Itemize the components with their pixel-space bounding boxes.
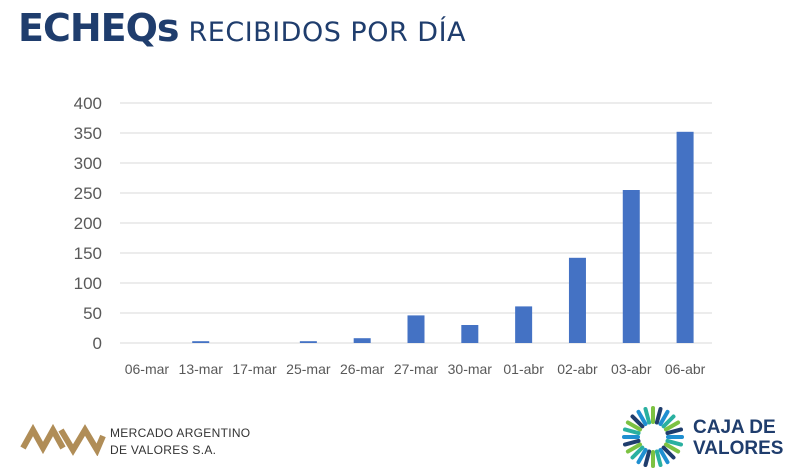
bar bbox=[676, 131, 694, 343]
cv-name-line2: VALORES bbox=[693, 438, 784, 459]
x-tick-label: 17-mar bbox=[232, 361, 277, 377]
bar bbox=[192, 341, 210, 343]
bar bbox=[568, 257, 586, 343]
mav-logo-icon bbox=[20, 423, 106, 456]
title-subtitle: RECIBIDOS POR DÍA bbox=[188, 17, 467, 48]
y-tick-label: 50 bbox=[83, 304, 102, 323]
bar bbox=[407, 315, 425, 343]
bar bbox=[622, 190, 640, 343]
chart-gridlines bbox=[120, 102, 712, 344]
bar bbox=[353, 338, 371, 343]
x-tick-label: 01-abr bbox=[503, 361, 544, 377]
mav-name: MERCADO ARGENTINO DE VALORES S.A. bbox=[110, 425, 250, 459]
chart-y-axis: 0 50 100 150 200 250 300 350 400 bbox=[74, 94, 102, 353]
y-tick-label: 200 bbox=[74, 214, 102, 233]
y-tick-label: 400 bbox=[74, 94, 102, 113]
page-title: ECHEQs RECIBIDOS POR DÍA bbox=[18, 6, 466, 50]
y-tick-label: 100 bbox=[74, 274, 102, 293]
y-tick-label: 300 bbox=[74, 154, 102, 173]
title-main: ECHEQs bbox=[18, 6, 180, 50]
y-tick-label: 250 bbox=[74, 184, 102, 203]
chart-x-axis: 06-mar 13-mar 17-mar 25-mar 26-mar 27-mar 30-m… bbox=[125, 361, 706, 377]
bar-chart: 0 50 100 150 200 250 300 350 400 06-mar 13-mar 17-… bbox=[74, 94, 712, 377]
x-tick-label: 30-mar bbox=[448, 361, 493, 377]
x-tick-label: 25-mar bbox=[286, 361, 331, 377]
chart-bars bbox=[192, 131, 694, 343]
x-tick-label: 06-mar bbox=[125, 361, 170, 377]
x-tick-label: 27-mar bbox=[394, 361, 439, 377]
bar bbox=[515, 306, 533, 343]
mav-name-line2: DE VALORES S.A. bbox=[110, 443, 217, 457]
x-tick-label: 13-mar bbox=[179, 361, 224, 377]
caja-de-valores-name: CAJA DE VALORES bbox=[693, 417, 783, 459]
y-tick-label: 0 bbox=[93, 334, 102, 353]
bar bbox=[461, 325, 479, 343]
mav-name-line1: MERCADO ARGENTINO bbox=[110, 426, 251, 440]
cv-name-line1: CAJA DE bbox=[693, 417, 776, 438]
x-tick-label: 02-abr bbox=[557, 361, 598, 377]
x-tick-label: 03-abr bbox=[611, 361, 652, 377]
x-tick-label: 06-abr bbox=[665, 361, 706, 377]
y-tick-label: 150 bbox=[74, 244, 102, 263]
caja-de-valores-logo-icon bbox=[622, 406, 684, 468]
y-tick-label: 350 bbox=[74, 124, 102, 143]
bar bbox=[299, 341, 317, 343]
x-tick-label: 26-mar bbox=[340, 361, 385, 377]
